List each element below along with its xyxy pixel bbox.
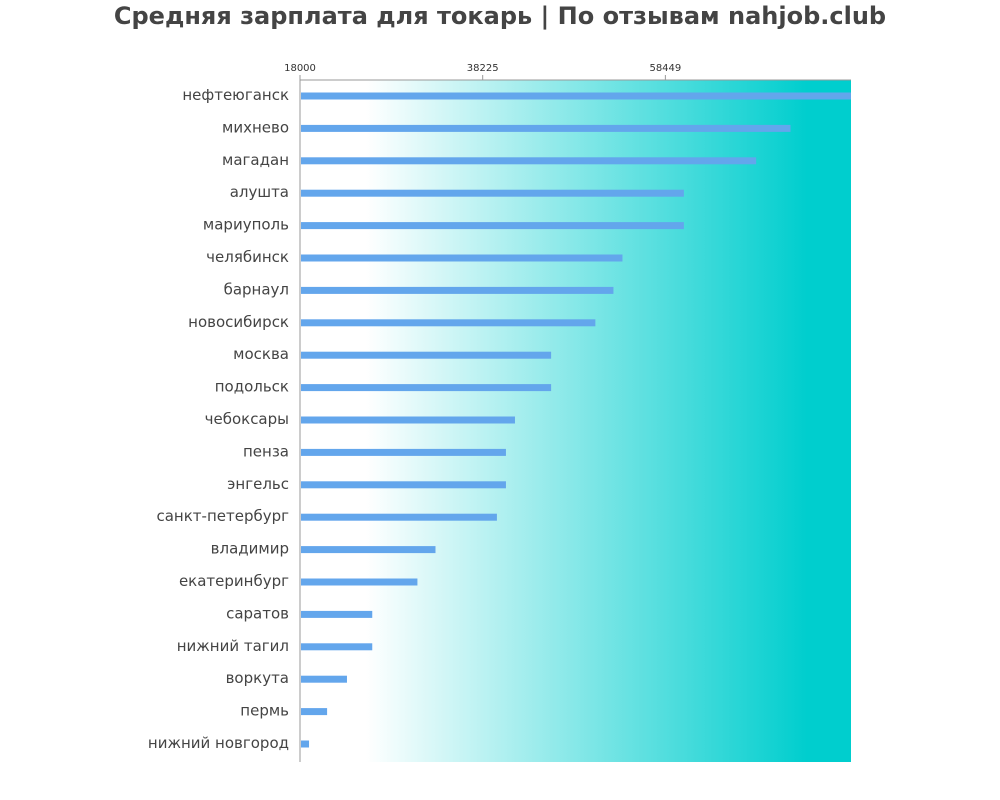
bar (301, 124, 791, 132)
x-tick-label: 58449 (649, 63, 681, 74)
bar (301, 222, 684, 230)
category-label: санкт-петербург (156, 507, 289, 525)
category-label: подольск (215, 378, 289, 396)
bar (301, 189, 684, 197)
x-axis-ticks: 18000 38225 58449 (284, 63, 681, 80)
category-label: нефтеюганск (182, 86, 289, 104)
category-label: новосибирск (188, 313, 289, 331)
category-label: челябинск (206, 248, 289, 266)
bar (301, 416, 515, 424)
category-label: владимир (211, 540, 289, 558)
bar (301, 513, 497, 521)
bar (301, 92, 851, 100)
category-labels: нефтеюганск михнево магадан алушта мариуполь… (148, 86, 289, 752)
bars (301, 92, 851, 748)
bar (301, 578, 418, 586)
category-label: алушта (230, 183, 289, 201)
category-label: энгельс (227, 475, 289, 493)
bar (301, 675, 347, 683)
category-label: москва (233, 345, 289, 363)
x-tick-label: 18000 (284, 63, 316, 74)
category-label: воркута (226, 669, 289, 687)
bar (301, 351, 552, 359)
bar (301, 384, 552, 392)
category-label: пенза (243, 442, 289, 460)
bar (301, 448, 506, 456)
category-label: екатеринбург (179, 572, 289, 590)
bar (301, 643, 373, 651)
bar (301, 286, 614, 294)
category-label: барнаул (224, 280, 289, 298)
bar (301, 740, 310, 748)
bar (301, 254, 623, 262)
bar (301, 481, 506, 489)
chart-title: Средняя зарплата для токарь | По отзывам… (113, 2, 887, 30)
category-label: нижний новгород (148, 734, 289, 752)
bar (301, 546, 436, 554)
category-label: пермь (240, 702, 289, 720)
category-label: нижний тагил (177, 637, 289, 655)
bar (301, 319, 596, 327)
category-label: михнево (222, 118, 289, 136)
category-label: чебоксары (205, 410, 289, 428)
bar (301, 610, 373, 618)
bar (301, 157, 757, 165)
category-label: магадан (222, 151, 289, 169)
category-label: саратов (226, 604, 289, 622)
category-label: мариуполь (203, 216, 289, 234)
x-tick-label: 38225 (467, 63, 499, 74)
bar (301, 708, 328, 716)
